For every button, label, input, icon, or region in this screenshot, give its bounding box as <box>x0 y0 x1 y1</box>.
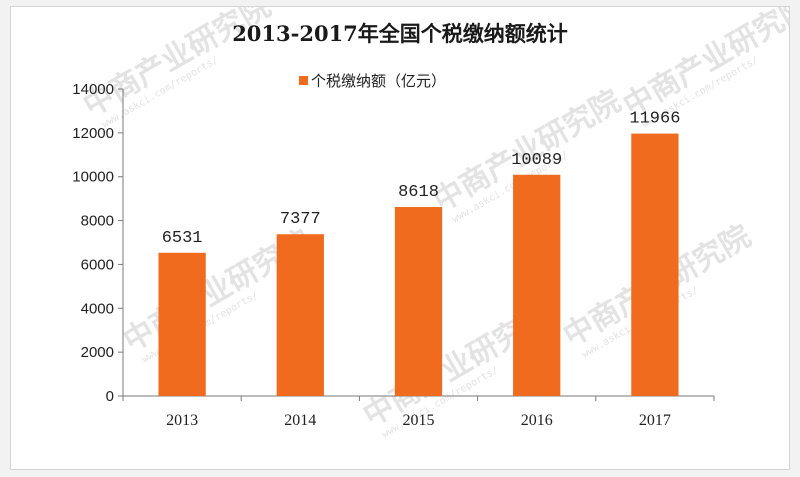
y-tick-label: 10000 <box>72 169 114 186</box>
x-tick-label: 2016 <box>521 412 553 429</box>
bar <box>276 234 324 396</box>
legend-swatch <box>299 76 308 85</box>
legend-label: 个税缴纳额（亿元） <box>311 72 446 90</box>
bar-series <box>158 133 679 396</box>
y-axis: 0 2000 4000 6000 8000 10000 12000 14000 <box>72 81 124 405</box>
data-label: 10089 <box>511 151 562 170</box>
x-axis: 2013 2014 2015 2016 2017 <box>122 395 715 429</box>
x-tick-label: 2015 <box>403 412 435 429</box>
x-tick-label: 2017 <box>639 412 671 429</box>
y-tick-label: 6000 <box>81 256 114 273</box>
bar <box>394 207 443 396</box>
x-tick-label: 2014 <box>284 412 316 429</box>
data-label: 8618 <box>398 183 439 202</box>
y-tick-label: 14000 <box>72 81 114 98</box>
bar <box>158 252 206 396</box>
y-tick-label: 2000 <box>81 344 114 361</box>
legend: 个税缴纳额（亿元） <box>299 72 446 90</box>
data-labels: 6531 7377 8618 10089 11966 <box>162 110 681 248</box>
data-label: 6531 <box>162 229 203 248</box>
bar-chart: 中商产业研究院www.askci.com/reports/中商产业研究院www.… <box>72 7 790 440</box>
y-tick-label: 4000 <box>81 300 114 317</box>
bar <box>513 174 561 396</box>
y-tick-label: 8000 <box>81 213 114 230</box>
bar <box>631 133 679 396</box>
data-label: 7377 <box>280 210 321 229</box>
x-tick-label: 2013 <box>166 412 198 429</box>
y-tick-label: 0 <box>106 388 114 405</box>
y-tick-label: 12000 <box>72 125 114 142</box>
chart-frame: 中商产业研究院 www.askci.com/reports/中商产业研究院 www.… <box>10 6 790 470</box>
data-label: 11966 <box>629 110 680 129</box>
watermark-brand: 中商产业研究院 <box>618 7 790 124</box>
chart-title: 2013-2017年全国个税缴纳额统计 <box>232 21 568 46</box>
